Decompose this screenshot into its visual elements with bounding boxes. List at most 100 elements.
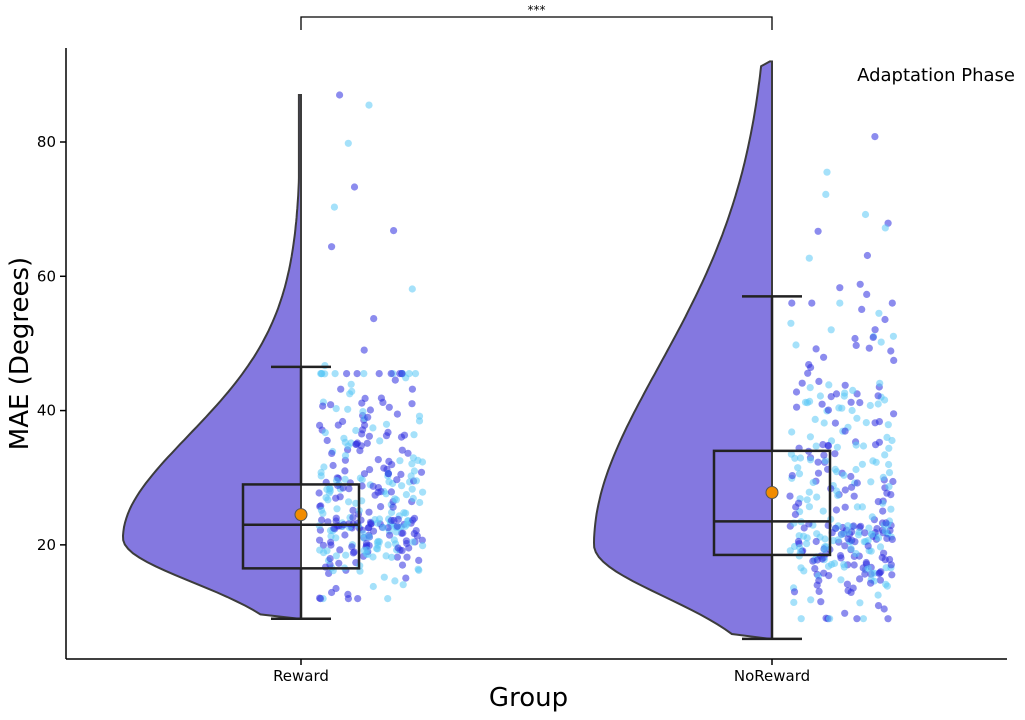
data-point [374,456,382,464]
data-point [812,442,820,450]
data-point [398,547,406,555]
data-point [320,463,328,471]
data-point [407,472,415,480]
data-point [841,427,849,435]
data-point [418,536,426,544]
data-point [396,457,404,465]
data-point [866,401,874,410]
data-point [419,488,427,496]
data-point [832,506,841,514]
data-point [849,386,857,394]
data-point [884,615,892,623]
data-point [882,580,890,588]
data-point [820,451,828,459]
data-point [331,370,339,378]
data-point [847,472,855,481]
data-point [890,356,898,364]
data-point [344,405,352,413]
data-point [889,332,898,340]
data-point [328,588,336,597]
data-point [341,531,349,539]
data-point [385,403,393,411]
data-point [359,408,367,416]
data-point [391,376,399,384]
data-point [874,498,882,506]
data-point [404,449,412,457]
data-point [408,400,416,408]
data-point [885,460,893,469]
data-point [834,536,842,544]
data-point [814,469,823,477]
data-point [415,556,423,565]
data-point [323,436,331,445]
data-point [815,577,823,585]
box-iqr [241,483,361,570]
data-point [319,402,327,410]
data-point [864,542,872,550]
data-point [833,443,842,451]
data-point [853,479,861,487]
data-point [399,529,407,537]
data-point [888,535,896,544]
data-point [819,507,827,515]
data-point [321,429,329,437]
data-point-outlier [344,139,352,147]
data-point [375,370,383,378]
data-point [850,522,858,530]
data-point [339,484,347,492]
data-point [382,420,391,428]
data-point [832,390,841,398]
data-point [824,442,833,450]
data-point [416,498,424,507]
y-axis-title: MAE (Degrees) [5,257,35,450]
data-point [341,467,349,475]
data-point [384,595,392,603]
data-point [867,478,875,486]
data-point [844,535,852,543]
mean-marker [294,508,308,522]
data-point [874,534,883,542]
data-point [363,546,371,554]
data-point [841,542,849,550]
data-point-outlier [814,227,822,235]
data-point [841,503,849,511]
data-point [852,465,860,474]
data-point [332,405,340,413]
data-point [352,499,360,507]
data-point [861,529,869,537]
data-point [369,424,377,432]
data-point [316,536,324,544]
data-point [841,609,849,617]
data-point [353,370,361,378]
data-point [387,488,395,496]
data-point [881,451,889,459]
data-point [329,461,337,470]
data-point [341,438,349,446]
data-point-outlier [350,183,359,191]
data-point [317,506,326,514]
data-point [327,538,335,546]
data-point [390,536,398,544]
data-point [328,449,336,457]
data-point [793,403,801,411]
data-point [380,573,388,581]
data-point [393,476,401,484]
data-point-outlier [836,284,844,292]
data-point-outlier [822,190,830,198]
data-point [367,520,375,528]
data-point [398,561,407,569]
data-point [410,431,418,439]
data-point [418,458,427,466]
data-point [349,506,357,514]
data-point [397,470,405,478]
data-point [811,415,819,423]
data-point [832,524,840,533]
data-point-outlier [863,290,871,298]
data-point [820,353,828,361]
data-point-outlier [805,254,813,262]
data-point [373,544,381,553]
data-point [398,482,406,490]
data-point [857,522,865,530]
data-point [359,530,367,538]
data-point [315,489,323,497]
